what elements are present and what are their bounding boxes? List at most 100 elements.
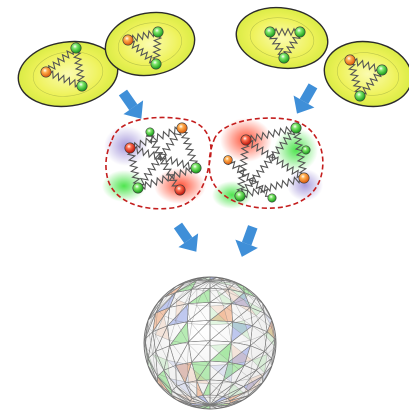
sphere-color-patch bbox=[227, 390, 249, 401]
sphere-wire-edge bbox=[192, 280, 211, 282]
sphere-wire-edge bbox=[209, 305, 229, 326]
spring-icon bbox=[283, 31, 301, 59]
sphere-wire-edge bbox=[227, 280, 244, 287]
node-icon bbox=[176, 122, 188, 134]
sphere-wire-edge bbox=[209, 278, 224, 282]
sphere-wire-edge bbox=[209, 280, 229, 290]
spring-icon bbox=[137, 165, 197, 191]
sphere-wire-edge bbox=[155, 315, 170, 341]
sphere-color-patch bbox=[231, 321, 253, 342]
top-right-cell-pair bbox=[235, 6, 409, 108]
node-icon bbox=[152, 26, 164, 38]
down-arrow-icon bbox=[293, 83, 318, 114]
sphere-wire-edge bbox=[234, 302, 257, 321]
sphere-wire-edge bbox=[163, 294, 177, 316]
sphere-color-patch bbox=[145, 346, 156, 373]
sphere-wire-edge bbox=[209, 280, 224, 290]
sphere-wire-edge bbox=[252, 354, 268, 374]
sphere-color-patch bbox=[228, 320, 251, 341]
sphere-wire-edge bbox=[229, 282, 249, 291]
sphere-wire-edge bbox=[248, 382, 263, 396]
sphere-wire-edge bbox=[209, 364, 233, 383]
node-icon bbox=[354, 90, 366, 102]
sphere-wire-edge bbox=[196, 280, 211, 291]
sphere-wire-edge bbox=[175, 302, 192, 325]
sphere-wire-edge bbox=[163, 298, 177, 321]
sphere-wire-edge bbox=[175, 393, 198, 407]
node-icon bbox=[376, 64, 388, 76]
sphere-wire-edge bbox=[231, 378, 251, 394]
sphere-wire-edge bbox=[148, 365, 164, 389]
spring-icon bbox=[126, 147, 142, 189]
sphere-wire-edge bbox=[232, 360, 253, 379]
sphere-wire-edge bbox=[157, 289, 172, 310]
spring-icon bbox=[45, 46, 77, 74]
spring-icon bbox=[127, 28, 159, 44]
sphere-wire-edge bbox=[209, 383, 229, 398]
sphere-wire-edge bbox=[176, 287, 193, 304]
sphere-wire-edge bbox=[187, 343, 211, 366]
wireframe-sphere bbox=[143, 276, 277, 410]
sphere-wire-edge bbox=[189, 280, 211, 288]
cell-right-a bbox=[235, 6, 329, 70]
sphere-wire-edge bbox=[228, 382, 245, 397]
sphere-wire-edge bbox=[202, 290, 211, 307]
cell-inner-ring bbox=[32, 51, 104, 97]
sphere-wire-edge bbox=[230, 282, 249, 291]
sphere-color-patch bbox=[210, 344, 233, 365]
sphere-wire-edge bbox=[144, 346, 156, 373]
sphere-color-patch bbox=[262, 309, 272, 328]
sphere-color-patch bbox=[210, 306, 229, 325]
sphere-wire-edge bbox=[256, 372, 265, 389]
sphere-wire-edge bbox=[184, 287, 198, 304]
sphere-color-patch bbox=[243, 376, 263, 391]
sphere-wire-edge bbox=[209, 280, 231, 283]
top-left-cell-pair bbox=[17, 11, 196, 108]
sphere-wire-edge bbox=[227, 320, 251, 341]
node-icon bbox=[290, 122, 302, 134]
sphere-wire-edge bbox=[171, 282, 191, 296]
sphere-wire-edge bbox=[248, 295, 263, 311]
spring-icon bbox=[151, 31, 163, 65]
sphere-wire-edge bbox=[234, 299, 257, 316]
cell-left-b bbox=[104, 11, 196, 77]
sphere-wire-edge bbox=[227, 393, 245, 404]
sphere-wire-edge bbox=[191, 280, 211, 290]
node-icon bbox=[294, 26, 306, 38]
node-icon bbox=[122, 34, 134, 46]
sphere-wire-edge bbox=[209, 365, 232, 384]
sphere-wire-edge bbox=[209, 280, 228, 282]
sphere-color-patch bbox=[210, 303, 233, 322]
sphere-color-patch bbox=[210, 281, 231, 286]
node-icon bbox=[223, 155, 233, 165]
sphere-color-patch bbox=[223, 287, 244, 300]
sphere-wire-edge bbox=[209, 405, 224, 409]
sphere-wire-edge bbox=[243, 299, 263, 316]
spring-icon bbox=[45, 69, 83, 89]
sphere-wire-edge bbox=[155, 372, 176, 394]
sphere-wire-edge bbox=[231, 363, 251, 383]
sphere-color-patch bbox=[175, 393, 197, 406]
sphere-color-patch bbox=[223, 362, 245, 381]
sphere-color-patch bbox=[243, 299, 263, 316]
spring-icon bbox=[72, 47, 86, 87]
sphere-color-patch bbox=[167, 360, 189, 383]
sphere-wire-edge bbox=[152, 354, 171, 379]
spring-icon bbox=[227, 159, 271, 198]
sphere-wire-edge bbox=[209, 305, 229, 325]
spring-icon bbox=[236, 139, 250, 197]
sphere-wire-edge bbox=[169, 320, 189, 345]
sphere-wire-edge bbox=[196, 278, 211, 282]
node-icon bbox=[190, 162, 202, 174]
glow-patch bbox=[287, 169, 323, 201]
sphere-wire-edge bbox=[175, 299, 186, 321]
sphere-wire-edge bbox=[209, 280, 228, 288]
sphere-wire-edge bbox=[264, 334, 276, 355]
sphere-wire-edge bbox=[271, 320, 276, 340]
sphere-wire-edge bbox=[255, 297, 265, 314]
sphere-wire-edge bbox=[222, 396, 236, 406]
node-icon bbox=[132, 182, 144, 194]
node-icon bbox=[124, 142, 136, 154]
sphere-wire-edge bbox=[191, 323, 211, 346]
springs-layer bbox=[45, 27, 383, 199]
